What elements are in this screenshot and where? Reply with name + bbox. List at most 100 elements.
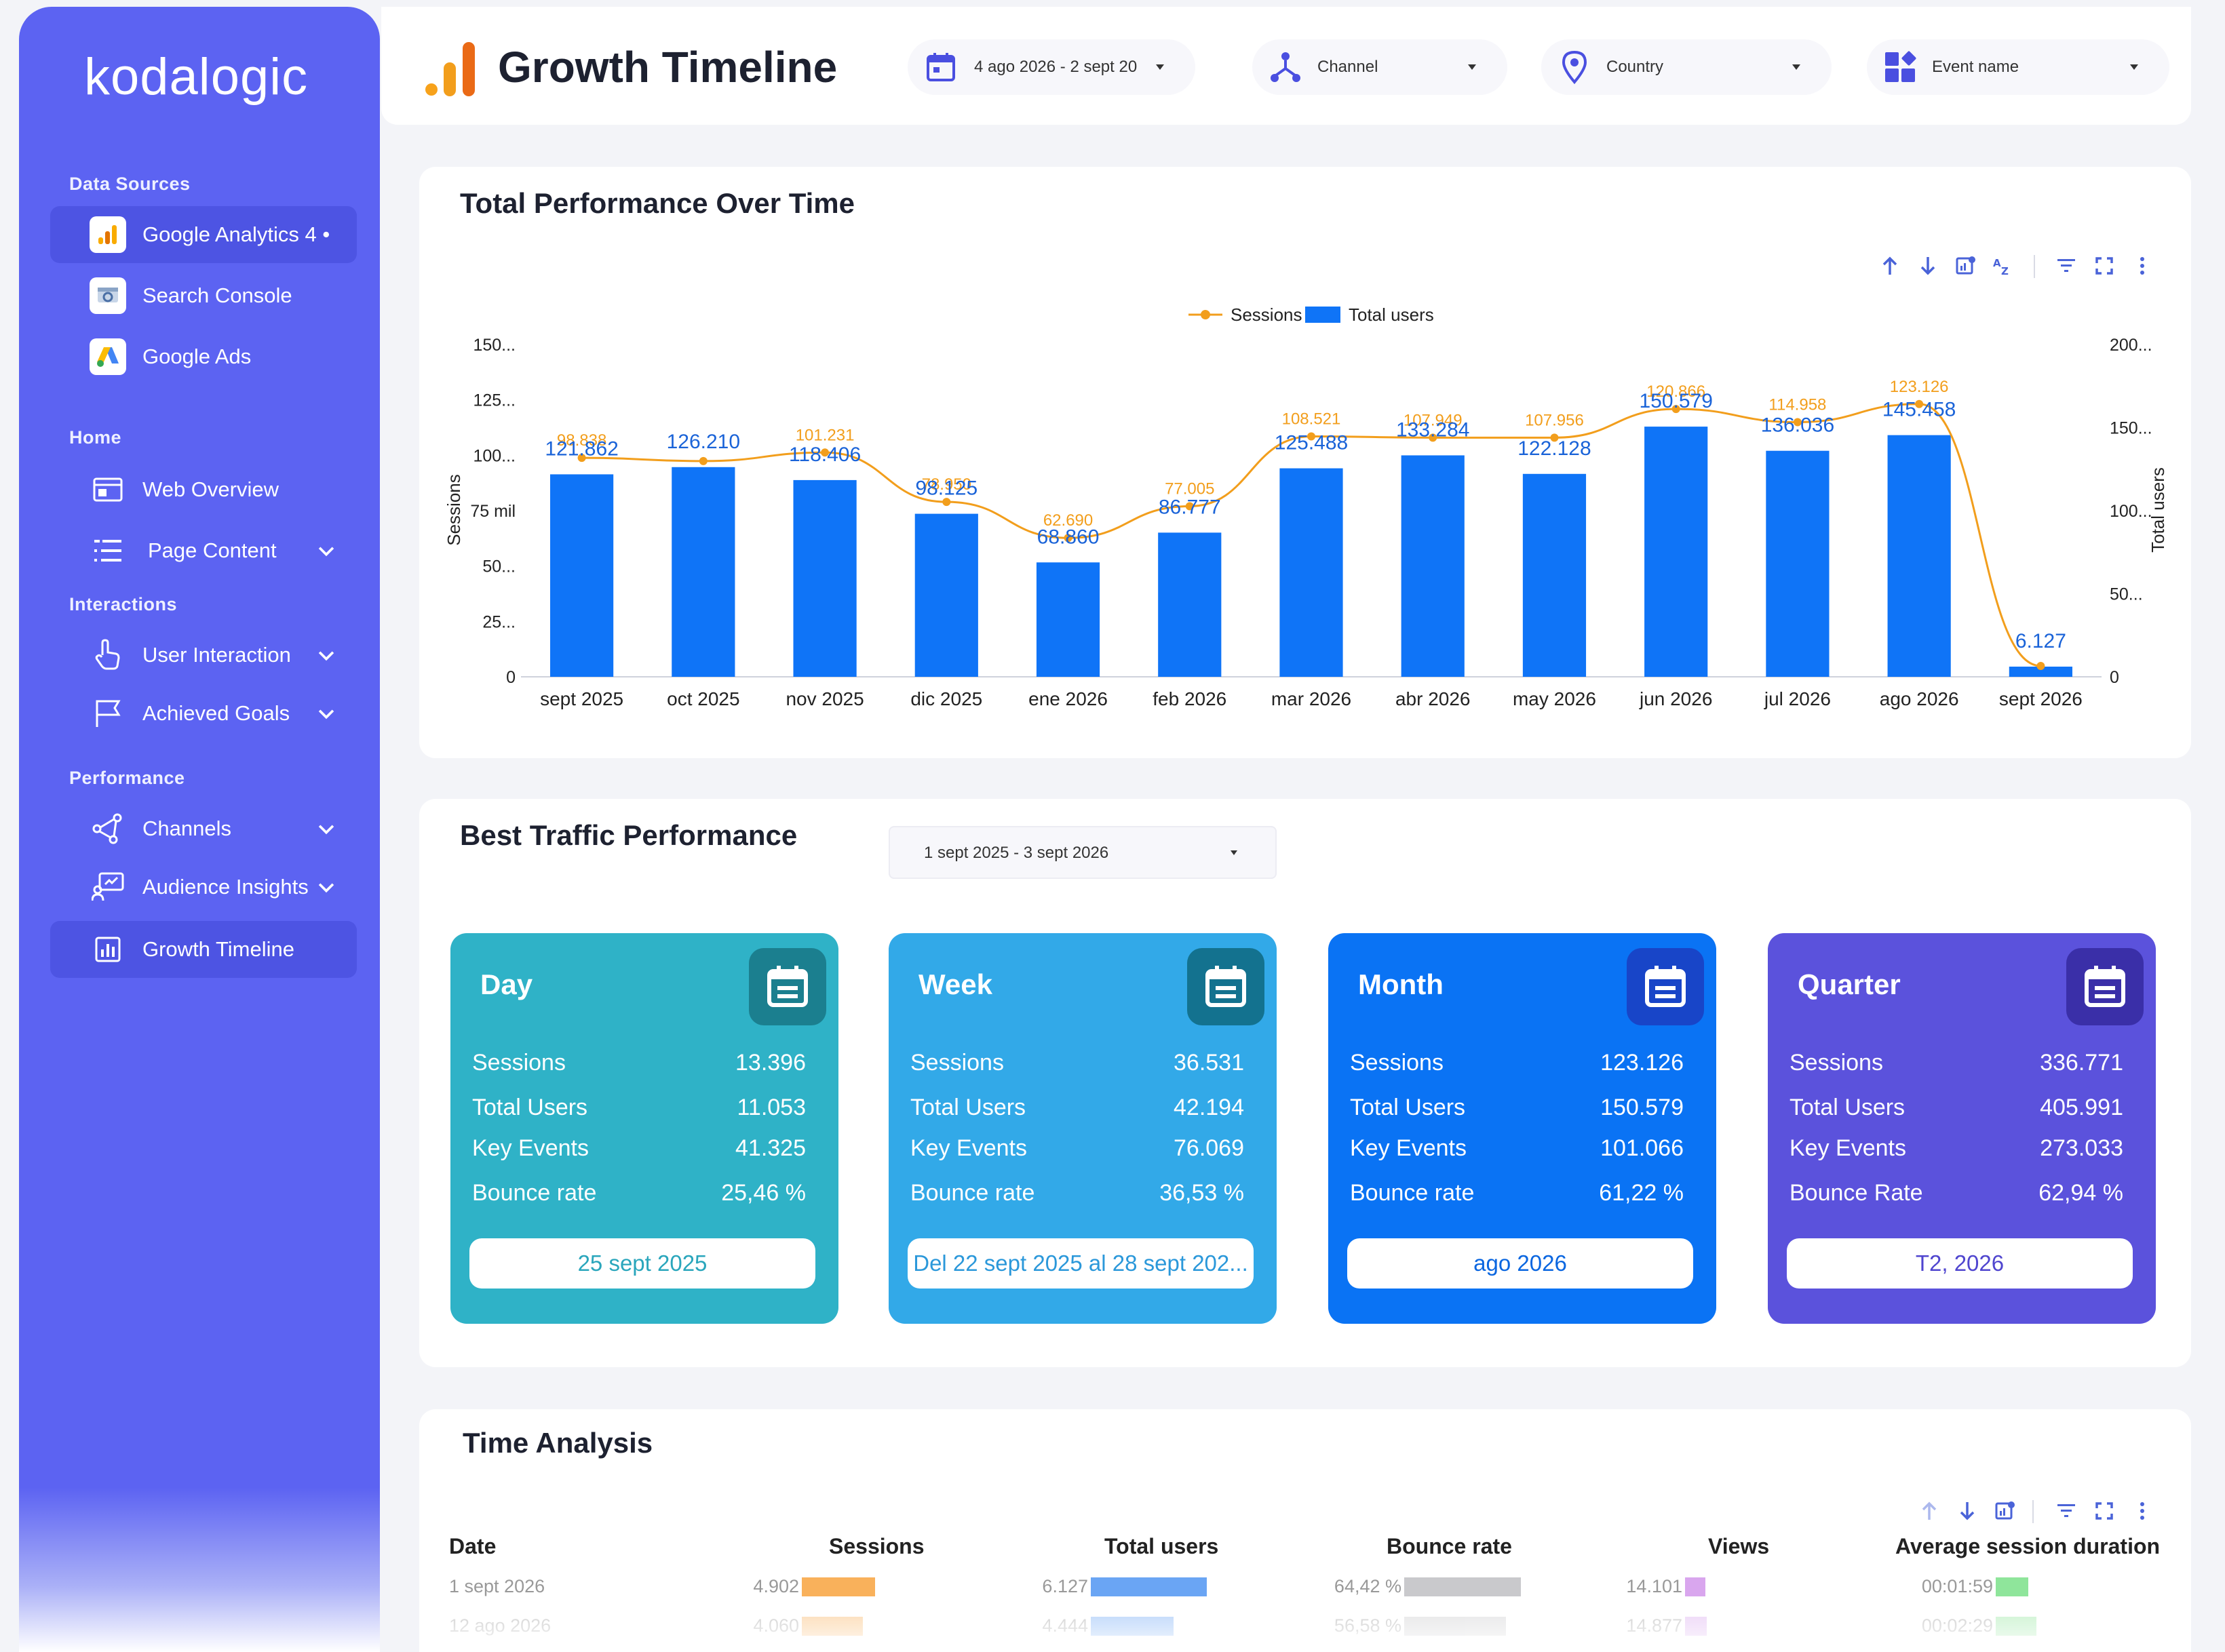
browser-window-icon (90, 471, 126, 508)
x-tick-label: jul 2026 (1764, 688, 1831, 709)
legend-label-sessions: Sessions (1231, 304, 1302, 325)
sidebar: kodalogic Data Sources Google Analytics … (19, 7, 380, 1652)
google-analytics-icon (90, 216, 126, 253)
y-tick-left: 100... (473, 446, 516, 465)
legend-swatch-total-users (1305, 307, 1340, 323)
data-label-total-users: 126.210 (667, 431, 740, 453)
kpi-period-button[interactable]: T2, 2026 (1787, 1238, 2133, 1289)
kpi-metric-value: 13.396 (735, 1050, 806, 1076)
filter-icon[interactable] (2054, 1499, 2078, 1523)
data-label-total-users: 125.488 (1275, 432, 1348, 454)
section-home: Home (69, 427, 122, 448)
bar-total-users (550, 474, 614, 677)
column-header-sessions[interactable]: Sessions (829, 1534, 925, 1558)
column-header-bounce-rate[interactable]: Bounce rate (1387, 1534, 1512, 1558)
y-tick-left: 25... (482, 612, 516, 631)
kpi-row: Key Events 101.066 (1350, 1135, 1684, 1169)
page-title: Growth Timeline (498, 43, 838, 92)
date-range-filter[interactable]: 4 ago 2026 - 2 sept 20 (908, 39, 1195, 95)
sidebar-item-google-analytics[interactable]: Google Analytics 4 • (50, 206, 357, 263)
kpi-metric-value: 62,94 % (2038, 1180, 2123, 1206)
bar-total-users (1644, 427, 1708, 677)
channel-filter[interactable]: Channel (1252, 39, 1507, 95)
drill-icon[interactable] (1954, 254, 1978, 278)
data-label-sessions: 78.950 (922, 475, 971, 494)
data-label-sessions: 62.690 (1043, 511, 1093, 530)
kpi-period-button[interactable]: Del 22 sept 2025 al 28 sept 202... (908, 1238, 1254, 1289)
analytics-logo-icon (423, 38, 479, 99)
bar-total-users (1766, 450, 1830, 677)
more-vert-icon[interactable] (2130, 1499, 2154, 1523)
bar-total-users (1091, 1577, 1207, 1596)
point-sessions (1307, 432, 1315, 441)
data-label-sessions: 123.126 (1890, 378, 1949, 396)
data-label-sessions: 98.838 (557, 431, 606, 450)
sidebar-item-growth-timeline[interactable]: Growth Timeline (50, 921, 357, 978)
cell-bounce-rate: 64,42 % (1334, 1576, 1401, 1596)
calendar-icon (2066, 948, 2144, 1025)
chevron-down-icon[interactable] (315, 539, 338, 562)
data-label-total-users: 6.127 (2015, 630, 2066, 652)
sidebar-item-user-interaction[interactable]: User Interaction (50, 627, 357, 684)
drill-icon[interactable] (1993, 1499, 2017, 1523)
sort-descending-icon[interactable] (1955, 1499, 1979, 1523)
sidebar-item-achieved-goals[interactable]: Achieved Goals (50, 685, 357, 742)
y-tick-left: 125... (473, 391, 516, 410)
data-label-sessions: 120.866 (1646, 382, 1705, 401)
more-vert-icon[interactable] (2130, 254, 2154, 278)
kpi-period-button[interactable]: ago 2026 (1347, 1238, 1693, 1289)
channel-filter-label: Channel (1317, 58, 1378, 76)
sort-ascending-icon[interactable] (1878, 254, 1902, 278)
card-title: Total Performance Over Time (460, 187, 855, 219)
kpi-title: Day (480, 968, 533, 1000)
cell-avg-session-duration: 00:01:59 (1921, 1576, 1993, 1596)
bar-total-users (1036, 562, 1100, 677)
kpi-metric-name: Total Users (472, 1095, 588, 1120)
kpi-metric-value: 41.325 (735, 1135, 806, 1161)
column-header-date[interactable]: Date (449, 1534, 497, 1558)
sidebar-item-page-content[interactable]: Page Content (50, 522, 357, 579)
event-name-filter[interactable]: Event name (1867, 39, 2169, 95)
kpi-card-day: Day Sessions 13.396 Total Users 11.053 Key Ev… (450, 933, 838, 1324)
kpi-metric-value: 76.069 (1174, 1135, 1244, 1161)
sidebar-item-google-ads[interactable]: Google Ads (50, 328, 357, 385)
kpi-title: Quarter (1798, 968, 1901, 1000)
filter-icon[interactable] (2054, 254, 2078, 278)
sidebar-item-audience-insights[interactable]: Audience Insights (50, 859, 357, 916)
point-sessions (699, 456, 708, 465)
x-tick-label: ene 2026 (1028, 688, 1108, 709)
chevron-down-icon[interactable] (315, 644, 338, 667)
column-header-views[interactable]: Views (1708, 1534, 1770, 1558)
fullscreen-icon[interactable] (2092, 1499, 2116, 1523)
chevron-down-icon[interactable] (315, 702, 338, 725)
x-tick-label: dic 2025 (910, 688, 982, 709)
sort-descending-icon[interactable] (1916, 254, 1940, 278)
sort-ascending-icon[interactable] (1917, 1499, 1941, 1523)
sidebar-item-search-console[interactable]: Search Console (50, 267, 357, 324)
x-tick-label: sept 2026 (1999, 688, 2083, 709)
kpi-row: Key Events 273.033 (1789, 1135, 2123, 1169)
x-tick-label: oct 2025 (667, 688, 739, 709)
sidebar-item-web-overview[interactable]: Web Overview (50, 461, 357, 518)
brand-logo[interactable]: kodalogic (84, 48, 309, 106)
kpi-period-button[interactable]: 25 sept 2025 (469, 1238, 815, 1289)
sidebar-item-label: Google Analytics 4 • (142, 222, 330, 246)
kpi-metric-value: 36.531 (1174, 1050, 1244, 1076)
kpi-metric-value: 123.126 (1600, 1050, 1684, 1076)
fullscreen-icon[interactable] (2092, 254, 2116, 278)
column-header-avg-session-duration[interactable]: Average session duration (1895, 1534, 2161, 1558)
kpi-metric-name: Key Events (910, 1135, 1027, 1161)
y-axis-label-right: Total users (2148, 467, 2168, 553)
chevron-down-icon[interactable] (315, 817, 338, 840)
country-filter[interactable]: Country (1541, 39, 1832, 95)
point-sessions (1671, 405, 1680, 414)
kpi-metric-name: Key Events (1789, 1135, 1906, 1161)
kpi-metric-name: Bounce Rate (1789, 1180, 1923, 1206)
traffic-date-range-select[interactable]: 1 sept 2025 - 3 sept 2026 (889, 826, 1277, 879)
column-header-total-users[interactable]: Total users (1104, 1534, 1219, 1558)
data-label-sessions: 107.949 (1404, 411, 1463, 429)
sidebar-item-channels[interactable]: Channels (50, 800, 357, 857)
chevron-down-icon[interactable] (315, 876, 338, 899)
